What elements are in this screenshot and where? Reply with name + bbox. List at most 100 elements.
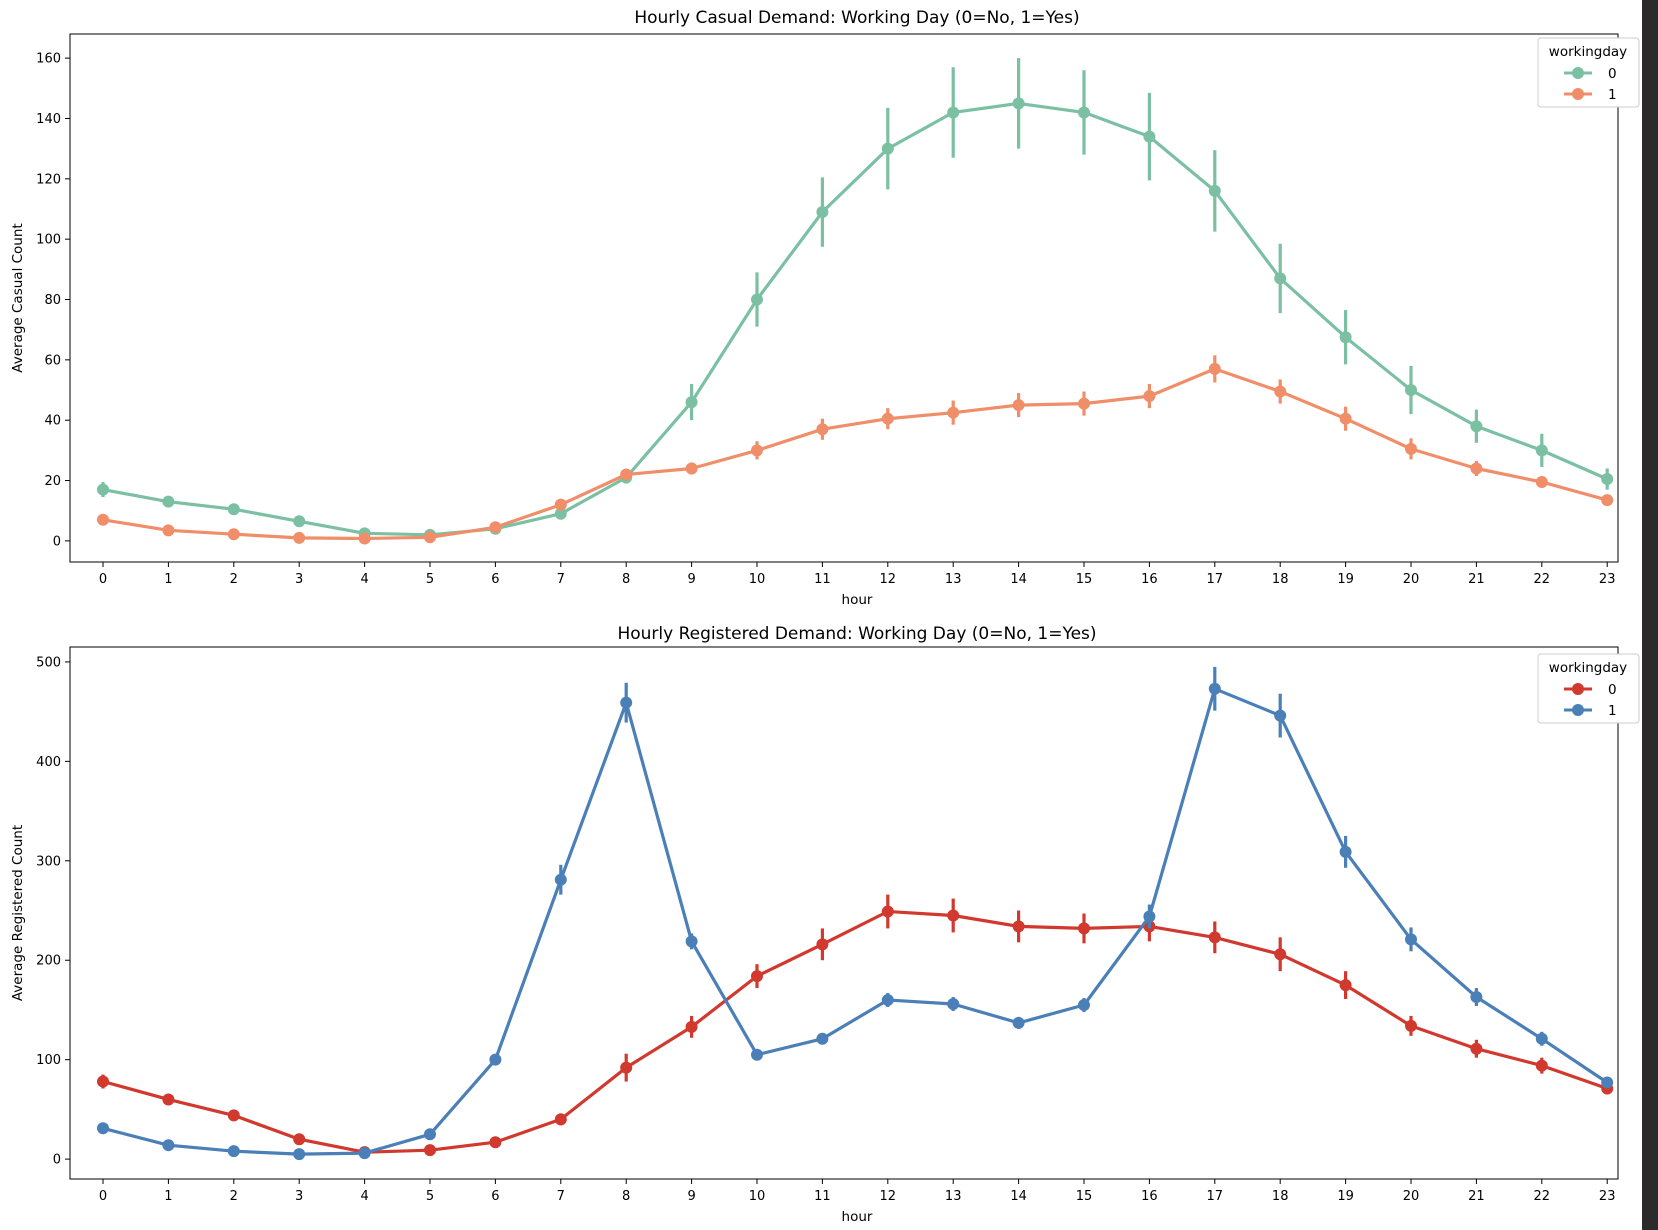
data-point (554, 1113, 567, 1126)
legend-label-0: 0 (1608, 66, 1617, 82)
data-point (1208, 362, 1221, 375)
x-tick-label: 16 (1141, 1189, 1158, 1204)
y-axis-ticks: 0 20 40 60 80 100 120 140 160 (36, 52, 70, 549)
data-point (751, 293, 763, 306)
data-point (685, 462, 698, 475)
data-point (1470, 991, 1483, 1004)
data-point (1143, 390, 1156, 403)
data-point (1601, 1076, 1614, 1089)
data-point (881, 905, 894, 918)
x-tick-label: 13 (945, 572, 962, 587)
y-tick-label: 120 (36, 172, 61, 187)
x-tick-label: 0 (99, 1189, 107, 1204)
data-point (881, 994, 894, 1007)
data-point (816, 938, 829, 951)
data-point (620, 468, 633, 481)
data-point (1274, 709, 1287, 722)
series-line (102, 909, 1608, 1154)
y-tick-label: 200 (36, 954, 61, 969)
data-point (97, 513, 109, 526)
casual-demand-panel: Hourly Casual Demand: Working Day (0=No,… (10, 8, 1640, 608)
x-tick-label: 22 (1534, 572, 1551, 587)
data-point (1012, 97, 1025, 110)
data-point (1470, 1042, 1483, 1055)
data-point (1143, 130, 1156, 143)
data-point (1274, 272, 1287, 285)
x-tick-label: 21 (1468, 572, 1485, 587)
y-tick-label: 40 (44, 414, 61, 429)
data-point (947, 909, 960, 922)
data-point (947, 106, 960, 119)
plot-frame (69, 646, 1619, 1180)
x-tick-label: 1 (164, 572, 172, 587)
data-point (685, 1020, 698, 1033)
x-tick-label: 3 (295, 1189, 303, 1204)
x-tick-label: 20 (1403, 1189, 1420, 1204)
x-tick-label: 9 (687, 1189, 695, 1204)
data-point (97, 1122, 109, 1135)
data-point (751, 444, 763, 457)
x-tick-label: 23 (1599, 1189, 1616, 1204)
data-point (1339, 845, 1352, 858)
x-axis-label: hour (842, 592, 873, 608)
data-point (685, 935, 698, 948)
data-point (293, 531, 306, 544)
y-tick-label: 60 (44, 353, 61, 368)
data-point (1470, 420, 1483, 433)
y-tick-label: 160 (36, 52, 61, 67)
data-point (881, 142, 894, 155)
x-tick-label: 17 (1207, 1189, 1224, 1204)
data-point (1143, 910, 1156, 923)
data-point (620, 1061, 633, 1074)
data-point (1274, 948, 1287, 961)
y-axis-label: Average Casual Count (10, 223, 26, 372)
data-point (1078, 106, 1090, 119)
data-point (1405, 1019, 1417, 1032)
x-tick-label: 15 (1076, 572, 1093, 587)
data-point (1208, 682, 1221, 695)
y-tick-label: 500 (36, 655, 61, 670)
x-tick-label: 19 (1337, 1189, 1354, 1204)
y-tick-label: 300 (36, 854, 61, 869)
x-tick-label: 1 (164, 1189, 172, 1204)
data-point (947, 406, 960, 419)
data-point (751, 1048, 763, 1061)
x-tick-label: 12 (880, 1189, 897, 1204)
x-tick-label: 11 (814, 1189, 831, 1204)
x-tick-label: 17 (1207, 572, 1224, 587)
data-point (1012, 1016, 1025, 1029)
x-tick-label: 0 (99, 572, 107, 587)
x-tick-label: 4 (360, 572, 368, 587)
data-point (1274, 385, 1287, 398)
x-tick-label: 15 (1076, 1189, 1093, 1204)
y-axis-label: Average Registered Count (10, 825, 26, 1001)
legend-title: workingday (1549, 660, 1627, 676)
x-tick-label: 18 (1272, 1189, 1289, 1204)
chart-title: Hourly Casual Demand: Working Day (0=No,… (634, 8, 1079, 28)
data-point (816, 1032, 829, 1045)
series-0 (97, 58, 1614, 541)
data-point (489, 1053, 502, 1066)
x-tick-label: 10 (749, 572, 766, 587)
data-point (424, 531, 436, 544)
legend-swatch-marker (1572, 67, 1584, 79)
registered-demand-panel: Hourly Registered Demand: Working Day (0… (10, 624, 1640, 1225)
legend-label-1: 1 (1608, 87, 1617, 103)
data-point (162, 524, 175, 537)
x-tick-label: 14 (1010, 1189, 1027, 1204)
x-tick-label: 3 (295, 572, 303, 587)
x-tick-label: 11 (814, 572, 831, 587)
data-point (816, 423, 829, 436)
data-point (293, 1148, 306, 1161)
data-point (227, 1109, 240, 1122)
x-tick-label: 5 (426, 572, 434, 587)
x-tick-label: 18 (1272, 572, 1289, 587)
data-point (162, 1139, 175, 1152)
y-tick-label: 0 (53, 534, 61, 549)
legend-swatch-marker (1572, 88, 1584, 100)
x-tick-label: 8 (622, 572, 630, 587)
y-tick-label: 100 (36, 1053, 61, 1068)
data-point (816, 206, 829, 219)
y-tick-label: 100 (36, 233, 61, 248)
